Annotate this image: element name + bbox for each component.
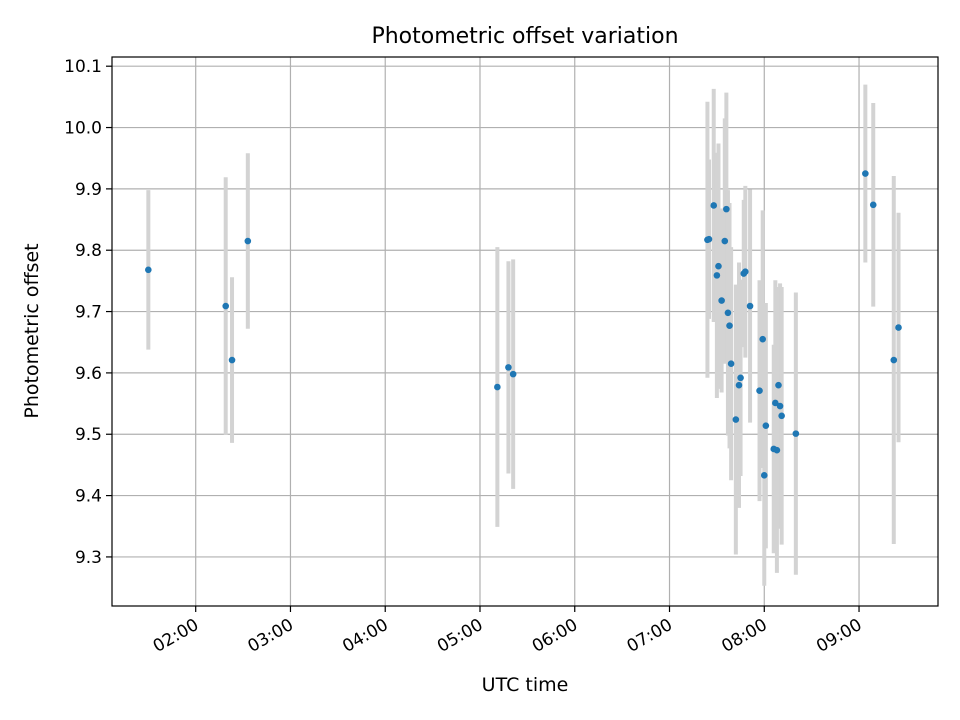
plot-frame (111, 56, 939, 607)
data-point (715, 262, 722, 270)
data-point (895, 324, 902, 331)
x-axis-label: UTC time (482, 674, 569, 696)
data-point (737, 374, 744, 382)
data-point (228, 356, 236, 364)
y-tick-label: 9.9 (75, 180, 102, 200)
data-point (710, 202, 718, 209)
data-point (775, 381, 782, 389)
data-point (713, 272, 721, 279)
data-point (222, 302, 230, 310)
data-point (742, 268, 749, 275)
data-point (735, 381, 743, 389)
data-point (726, 322, 733, 329)
data-point (509, 370, 517, 378)
data-point (772, 399, 779, 407)
data-point (723, 205, 730, 213)
data-point (724, 309, 732, 317)
y-tick-label: 9.5 (75, 425, 102, 445)
y-axis-label: Photometric offset (21, 243, 43, 418)
data-point (746, 302, 754, 310)
data-point (494, 383, 501, 391)
y-tick-label: 9.7 (75, 303, 102, 323)
y-tick-label: 9.8 (75, 241, 102, 261)
data-point (869, 201, 877, 209)
data-point (773, 446, 781, 454)
data-point (732, 416, 740, 423)
data-point (505, 364, 512, 371)
y-tick-label: 9.6 (75, 364, 102, 384)
chart-title: Photometric offset variation (371, 24, 678, 49)
data-point (792, 430, 800, 437)
data-point (721, 237, 729, 245)
data-point (776, 402, 784, 410)
data-point (718, 297, 725, 304)
data-point (727, 360, 735, 368)
data-point (759, 335, 766, 343)
data-point (760, 472, 768, 479)
grid-layer (112, 57, 938, 606)
y-tick-label: 10.0 (64, 119, 102, 139)
y-tick-label: 9.4 (75, 487, 102, 507)
data-point (244, 237, 252, 245)
y-tick-label: 10.1 (64, 57, 102, 77)
data-point (778, 412, 785, 420)
data-point (705, 235, 713, 243)
data-point (862, 170, 869, 177)
point-layer (145, 170, 902, 479)
data-point (890, 356, 898, 364)
data-point (762, 422, 770, 429)
y-tick-label: 9.3 (75, 548, 102, 568)
data-point (756, 387, 763, 394)
data-point (145, 266, 152, 274)
